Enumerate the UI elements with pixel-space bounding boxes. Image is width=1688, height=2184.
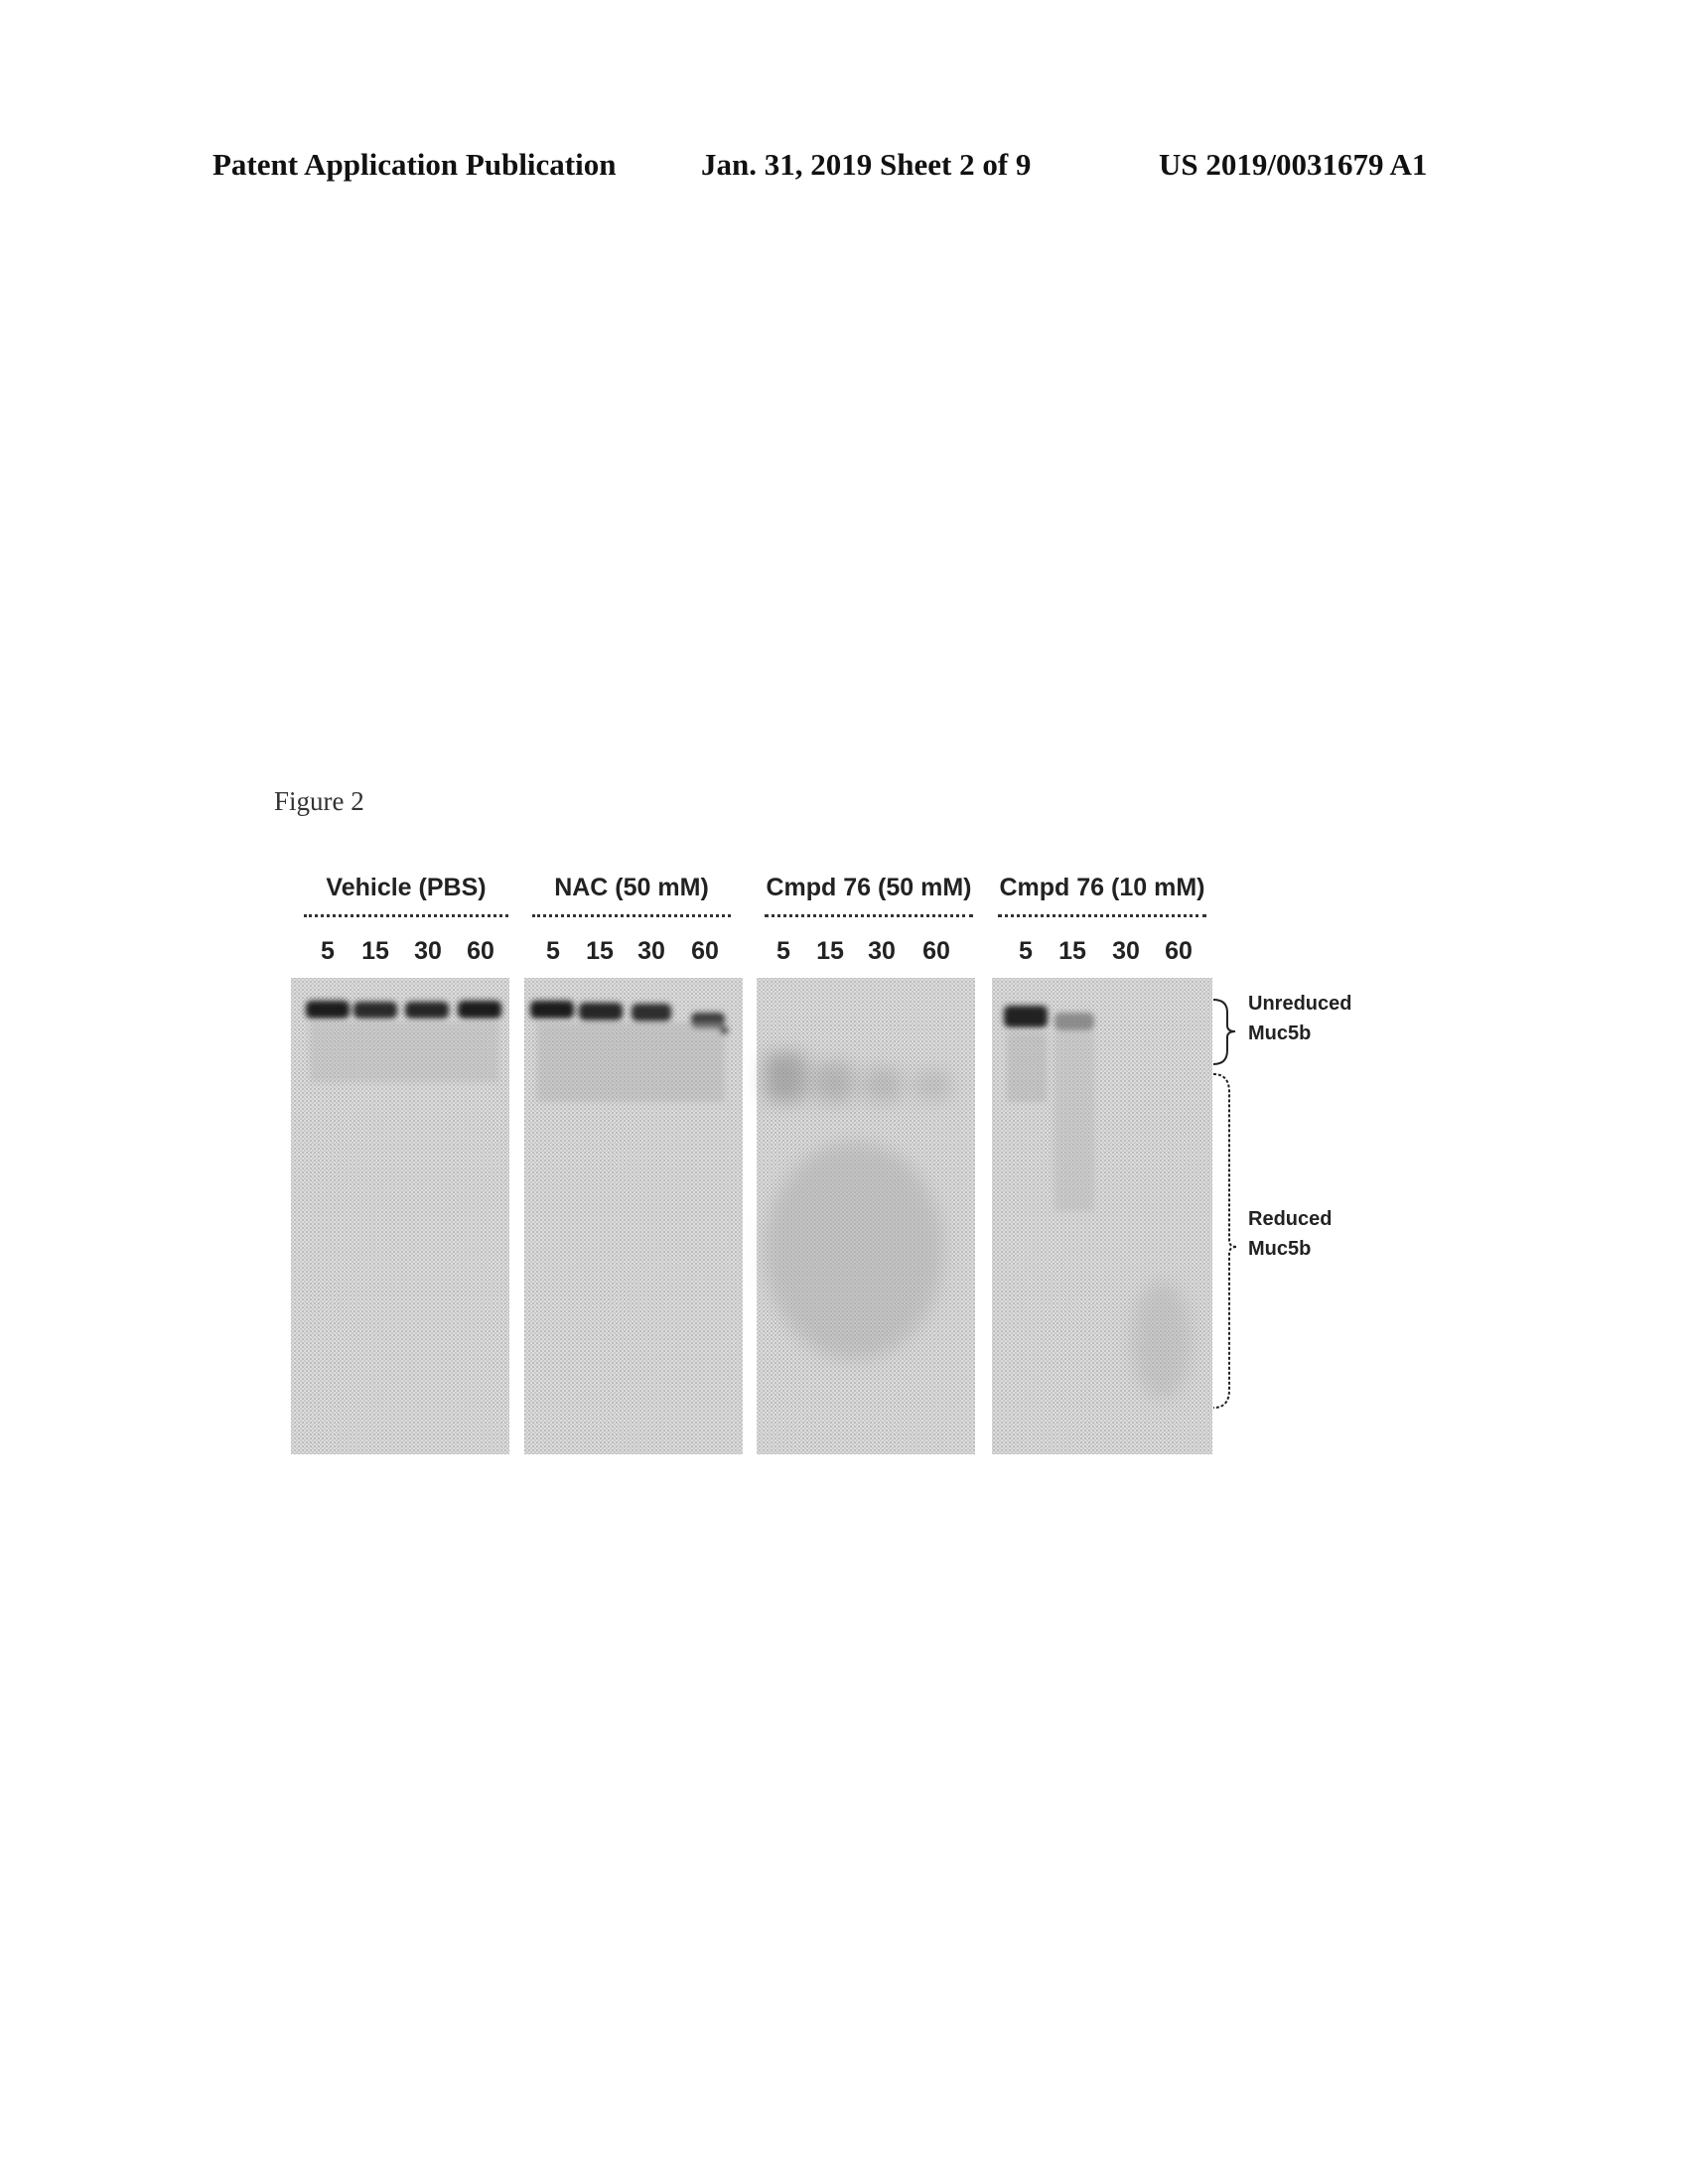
smear: [864, 1067, 902, 1102]
band: [306, 1001, 350, 1019]
band: [579, 1003, 623, 1021]
label-line: Muc5b: [1248, 1234, 1332, 1264]
band: [632, 1004, 671, 1022]
band: [405, 1002, 449, 1019]
smear: [1132, 1281, 1192, 1400]
band: [530, 1001, 574, 1019]
brace-unreduced: [1213, 1000, 1235, 1064]
label-unreduced-muc5b: Unreduced Muc5b: [1248, 989, 1351, 1048]
band: [458, 1001, 501, 1019]
smear: [1055, 1032, 1094, 1211]
smear: [765, 1142, 943, 1360]
band: [1004, 1006, 1048, 1027]
band: [1055, 1013, 1094, 1030]
smear: [310, 1023, 498, 1082]
smear: [536, 1023, 725, 1102]
brace-reduced: [1213, 1074, 1237, 1408]
smear: [914, 1070, 951, 1100]
smear: [814, 1062, 854, 1102]
label-line: Muc5b: [1248, 1019, 1351, 1048]
band: [353, 1002, 397, 1019]
label-line: Reduced: [1248, 1204, 1332, 1234]
smear: [1007, 1032, 1047, 1102]
label-reduced-muc5b: Reduced Muc5b: [1248, 1204, 1332, 1264]
smear: [765, 1052, 806, 1102]
label-line: Unreduced: [1248, 989, 1351, 1019]
